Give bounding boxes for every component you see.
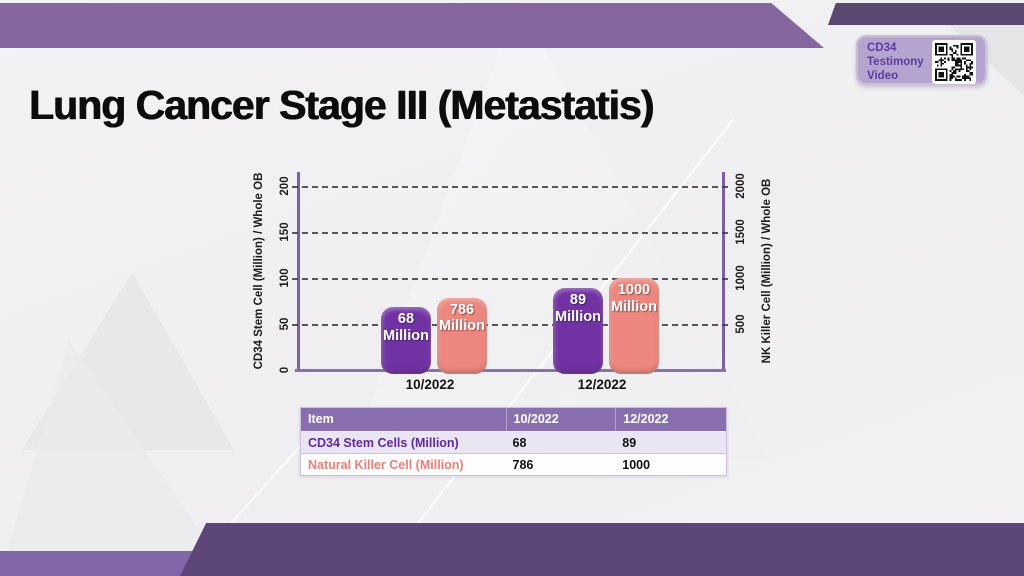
left-axis-tick-label-text: 150: [279, 222, 291, 242]
badge-line-2: Testimony: [867, 56, 924, 68]
table-header-row: Item 10/2022 12/2022: [301, 408, 726, 431]
left-axis-tick-label-text: 0: [279, 366, 291, 374]
top-right-accent-band: [828, 3, 1024, 25]
right-axis-line: [722, 172, 725, 372]
gridline: [292, 324, 728, 326]
summary-table: Item 10/2022 12/2022 CD34 Stem Cells (Mi…: [300, 407, 727, 476]
top-header-band: [0, 3, 824, 48]
x-axis-line: [295, 369, 726, 372]
category-label: 10/2022: [405, 377, 455, 392]
right-axis-tick-label-text: 1000: [735, 265, 747, 291]
left-axis-line: [297, 172, 300, 372]
bar-unit-label: Million: [439, 318, 485, 335]
page-title: Lung Cancer Stage III (Metastatis): [29, 82, 654, 128]
chart-bar: 89 Million: [553, 288, 603, 374]
table-cell-value: 89: [622, 436, 637, 450]
table-header-item: Item: [308, 412, 334, 426]
chart-bar: 786 Million: [437, 297, 487, 374]
table-cell-value: 786: [512, 458, 534, 472]
gridline: [292, 232, 728, 234]
bar-unit-label: Million: [611, 298, 657, 315]
badge-label: CD34 Testimony Video: [858, 37, 930, 83]
bar-value-label: 786: [449, 301, 475, 318]
table-header-oct: 10/2022: [505, 408, 616, 431]
chart-bar: 68 Million: [381, 307, 431, 374]
table-cell-item: Natural Killer Cell (Million): [308, 458, 464, 472]
table-cell-value: 1000: [622, 458, 651, 472]
table-cell-item: CD34 Stem Cells (Million): [308, 436, 459, 450]
bar-unit-label: Million: [383, 327, 429, 344]
right-axis-tick-label-text: 1500: [735, 219, 747, 245]
table-cell-value: 68: [512, 436, 527, 450]
table-header-dec: 12/2022: [615, 408, 726, 431]
badge-line-3: Video: [867, 70, 899, 82]
bottom-footer-band: [180, 523, 1024, 576]
qr-code: [932, 40, 976, 84]
bar-value-label: 1000: [617, 282, 651, 298]
gridline: [292, 278, 728, 280]
category-label: 12/2022: [577, 377, 627, 392]
table-row: CD34 Stem Cells (Million) 68 89: [301, 431, 726, 453]
testimony-video-badge[interactable]: CD34 Testimony Video: [856, 35, 987, 85]
table-row: Natural Killer Cell (Million) 786 1000: [301, 453, 726, 475]
gridline: [292, 186, 728, 188]
bar-value-label: 68: [397, 311, 415, 328]
left-axis-tick-label-text: 100: [279, 268, 291, 288]
bar-unit-label: Million: [555, 308, 601, 325]
left-axis-tick-label-text: 200: [279, 176, 291, 196]
left-axis-tick-label-text: 50: [279, 317, 291, 331]
badge-line-1: CD34: [867, 42, 897, 54]
chart-bar: 1000 Million: [609, 278, 659, 374]
right-axis-tick-label-text: 500: [735, 314, 747, 334]
bar-value-label: 89: [569, 292, 587, 309]
right-axis-tick-label-text: 2000: [735, 173, 747, 199]
bottom-left-accent-band: [0, 551, 215, 576]
